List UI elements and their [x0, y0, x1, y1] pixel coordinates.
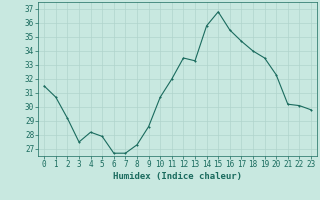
X-axis label: Humidex (Indice chaleur): Humidex (Indice chaleur) [113, 172, 242, 181]
